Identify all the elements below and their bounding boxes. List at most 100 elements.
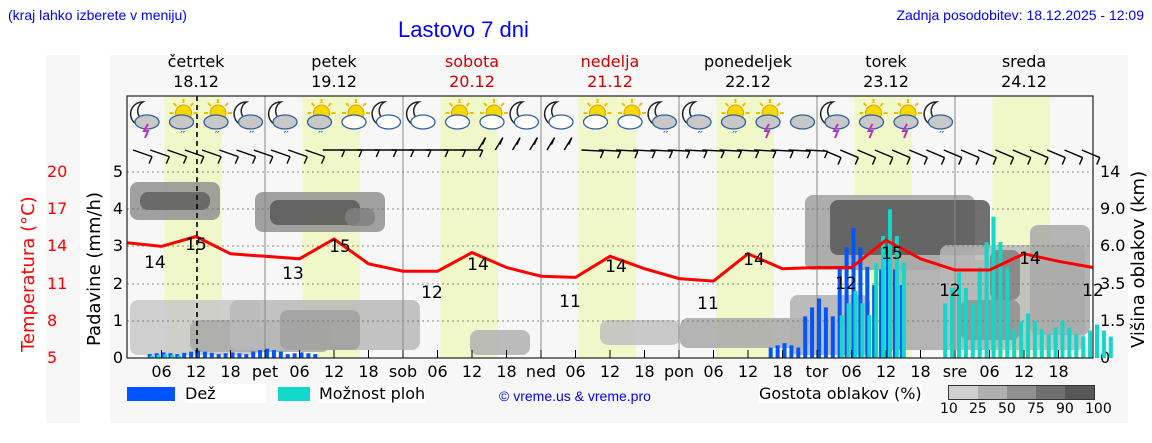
grid-lines (127, 96, 1093, 358)
svg-text:״: ״ (697, 129, 703, 139)
day-label: četrtek 18.12 (167, 52, 225, 91)
svg-text:pet: pet (252, 362, 278, 381)
last-update: Zadnja posodobitev: 18.12.2025 - 12:09 (896, 7, 1144, 23)
svg-text:sob: sob (389, 362, 417, 381)
svg-text:18: 18 (496, 362, 516, 381)
svg-text:ned: ned (526, 362, 556, 381)
precip-tick: 2 (112, 274, 123, 293)
day-label: torek 23.12 (863, 52, 909, 91)
cloud-density-tick: 10 (940, 401, 958, 417)
precip-tick: 0 (112, 348, 123, 367)
sun-cloud-lightning-icon (858, 99, 888, 139)
sun-cloud-icon (617, 99, 646, 130)
moon-cloud-rain-icon: ״ (923, 101, 954, 139)
sun-cloud-icon (444, 99, 474, 130)
cloud-height-tick: 1.5 (1100, 311, 1126, 330)
cloud-density-scale (948, 385, 1095, 400)
svg-text:15: 15 (881, 244, 903, 264)
svg-text:18: 18 (220, 362, 240, 381)
x-axis-ticks: 06 12 18 pet 06 12 18 sob 06 12 18 ned 06 12 18 pon 06 12… (151, 350, 1069, 381)
temperature-tick: 11 (47, 274, 68, 293)
svg-text:18: 18 (634, 362, 654, 381)
svg-text:״: ״ (214, 129, 220, 139)
shower-legend-swatch (278, 387, 310, 401)
cloud-density-tick: 25 (969, 401, 987, 417)
precip-tick: 5 (112, 162, 123, 181)
page-title: Lastovo 7 dni (398, 17, 529, 42)
moon-cloud-rain-icon: ״ (233, 101, 264, 139)
rain-legend-label: Dež (185, 384, 266, 403)
moon-cloud-icon (509, 101, 540, 130)
svg-text:06: 06 (427, 362, 447, 381)
temperature-axis-panel (46, 55, 80, 423)
moon-cloud-lightning-icon (819, 101, 850, 139)
credit-link[interactable]: © vreme.us & vreme.pro (499, 388, 651, 404)
svg-text:12: 12 (421, 283, 443, 303)
svg-text:14: 14 (743, 250, 765, 270)
precip-tick: 4 (112, 199, 123, 218)
svg-text:12: 12 (876, 362, 896, 381)
sun-cloud-rain-icon: ״ (306, 99, 336, 139)
precip-tick: 1 (112, 311, 123, 330)
svg-text:13: 13 (282, 264, 304, 284)
cloud-height-tick: 9.0 (1100, 199, 1126, 218)
sun-cloud-lightning-icon (755, 99, 784, 139)
temperature-tick: 17 (47, 199, 68, 218)
svg-text:18: 18 (772, 362, 792, 381)
svg-text:12: 12 (738, 362, 758, 381)
svg-text:12: 12 (1014, 362, 1034, 381)
day-label: petek 19.12 (311, 52, 357, 91)
moon-cloud-icon (405, 101, 436, 130)
day-label: nedelja 21.12 (580, 52, 640, 91)
rain-legend-swatch (127, 387, 175, 401)
moon-cloud-icon (543, 101, 574, 130)
temperature-line (126, 234, 1094, 283)
svg-text:14: 14 (467, 255, 489, 275)
svg-text:12: 12 (600, 362, 620, 381)
svg-text:15: 15 (329, 237, 351, 257)
moon-cloud-rain-icon: ״ (681, 101, 712, 139)
svg-text:06: 06 (841, 362, 861, 381)
svg-text:06: 06 (979, 362, 999, 381)
svg-text:15: 15 (185, 235, 207, 255)
cloud-density-tick: 50 (998, 401, 1016, 417)
svg-text:sre: sre (943, 362, 967, 381)
svg-text:״: ״ (249, 129, 255, 139)
svg-text:״: ״ (939, 129, 945, 139)
svg-text:18: 18 (358, 362, 378, 381)
cloud-height-tick: 3.5 (1100, 274, 1126, 293)
svg-text:12: 12 (462, 362, 482, 381)
moon-cloud-rain-icon: ״ (267, 101, 298, 139)
wind-barbs (132, 137, 1101, 165)
region-hint-link[interactable]: (kraj lahko izberete v meniju) (8, 7, 187, 23)
sun-cloud-lightning-icon (893, 99, 922, 139)
precipitation-bars (147, 209, 1113, 358)
sun-cloud-icon (582, 99, 612, 130)
svg-text:06: 06 (565, 362, 585, 381)
sun-cloud-rain-icon: ״ (720, 99, 750, 139)
sun-cloud-rain-icon: ״ (203, 99, 232, 139)
svg-text:14: 14 (605, 257, 627, 277)
svg-text:18: 18 (910, 362, 930, 381)
svg-text:12: 12 (324, 362, 344, 381)
svg-text:06: 06 (703, 362, 723, 381)
day-label: sreda 24.12 (1001, 52, 1047, 91)
svg-text:12: 12 (186, 362, 206, 381)
shower-legend-label: Možnost ploh (319, 384, 426, 403)
moon-cloud-icon (371, 101, 402, 130)
cloud-height-tick: 14 (1100, 162, 1121, 181)
svg-text:״: ״ (318, 129, 324, 139)
moon-cloud-lightning-icon (129, 101, 160, 139)
svg-text:11: 11 (559, 292, 581, 312)
day-label: ponedeljek 22.12 (704, 52, 792, 91)
temperature-tick: 5 (47, 348, 58, 367)
svg-text:12: 12 (939, 281, 961, 301)
svg-text:12: 12 (835, 274, 857, 294)
svg-text:״: ״ (732, 129, 738, 139)
temperature-tick: 8 (47, 311, 58, 330)
svg-text:06: 06 (289, 362, 309, 381)
svg-text:14: 14 (1019, 249, 1041, 269)
cloud-density-areas (130, 182, 1090, 355)
svg-text:״: ״ (180, 129, 186, 139)
